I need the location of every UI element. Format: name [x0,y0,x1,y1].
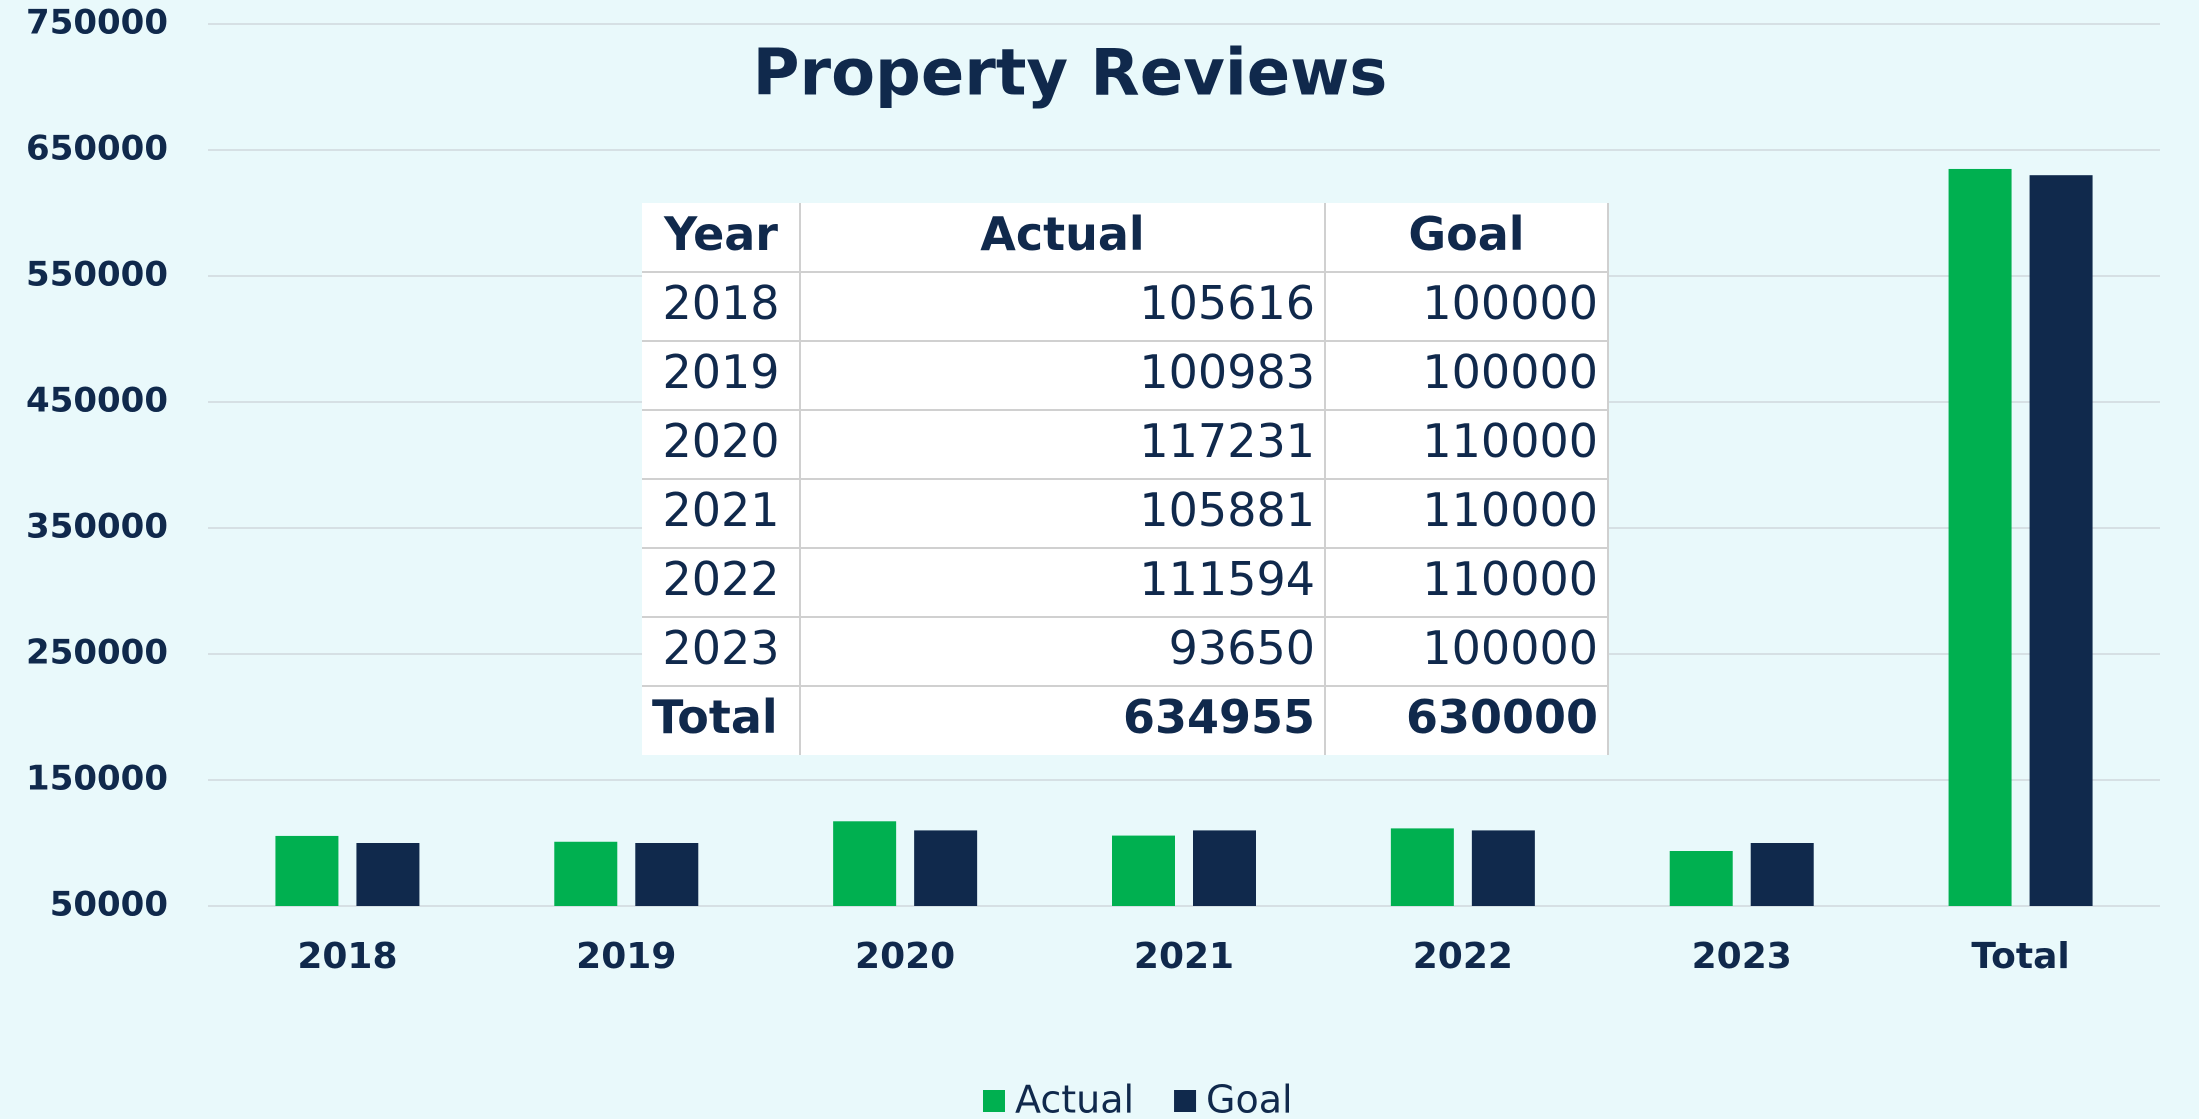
table-cell: 110000 [1422,552,1598,606]
table-cell: 111594 [1139,552,1315,606]
table-cell: 2018 [662,276,779,330]
x-tick-label: 2022 [1413,936,1513,977]
table-cell: 2022 [662,552,779,606]
x-tick-label: Total [1971,936,2069,977]
table-cell: 100000 [1422,621,1598,675]
x-tick-label: 2018 [297,936,397,977]
y-tick-label: 50000 [50,885,168,925]
bar [1948,168,2012,907]
y-tick-label: 750000 [26,3,168,43]
legend-label: Goal [1206,1078,1293,1119]
bar [1669,851,1733,906]
table-cell: 2023 [662,621,779,675]
bar [1193,830,1256,906]
table-header: Year [663,207,778,261]
legend-swatch [1174,1090,1197,1112]
table-cell: 630000 [1406,690,1598,744]
bar [1112,835,1175,906]
chart-title: Property Reviews [753,37,1388,111]
table-header: Goal [1408,207,1524,261]
legend-swatch [983,1090,1005,1112]
x-tick-label: 2019 [576,936,676,977]
bar [833,821,897,906]
table-cell: 110000 [1422,414,1598,468]
table-cell: 634955 [1123,690,1315,744]
bar [914,830,978,906]
bar [554,841,618,906]
bar [1471,830,1535,906]
x-tick-label: 2021 [1134,936,1234,977]
y-tick-label: 250000 [26,633,168,673]
table-cell: 105616 [1139,276,1315,330]
table-cell: 110000 [1422,483,1598,537]
bar [1390,828,1454,906]
bar [275,835,339,906]
bar [1750,843,1814,906]
table-cell: 100000 [1422,345,1598,399]
legend-label: Actual [1015,1078,1134,1119]
y-tick-label: 150000 [26,759,168,799]
table-cell: 100000 [1422,276,1598,330]
y-tick-label: 350000 [26,507,168,547]
x-tick-label: 2023 [1692,936,1792,977]
bar [635,843,699,906]
table-cell: 117231 [1139,414,1315,468]
table-cell: 2019 [662,345,779,399]
y-tick-label: 650000 [26,129,168,169]
y-tick-label: 550000 [26,255,168,295]
table-cell: 105881 [1139,483,1315,537]
table-cell: 100983 [1139,345,1315,399]
bar [356,843,420,906]
y-tick-label: 450000 [26,381,168,421]
x-tick-label: 2020 [855,936,955,977]
table-cell: 2020 [662,414,779,468]
table-cell: Total [652,690,778,744]
table-cell: 93650 [1169,621,1315,675]
table-cell: 2021 [662,483,779,537]
table-header: Actual [980,207,1144,261]
bar [2029,175,2093,906]
